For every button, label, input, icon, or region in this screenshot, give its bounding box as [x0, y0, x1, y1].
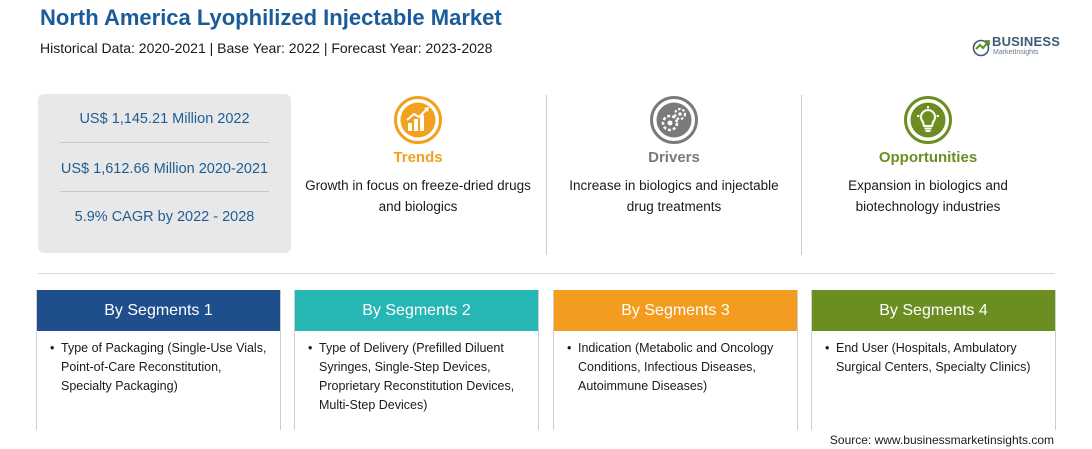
segment-item-text: Type of Packaging (Single-Use Vials, Poi… — [61, 341, 267, 393]
company-logo: BUSINESS MarketInsights — [972, 34, 1062, 62]
lightbulb-icon — [904, 96, 952, 144]
feature-text-drivers: Increase in biologics and injectable dru… — [569, 178, 779, 214]
bullet: • — [567, 341, 572, 355]
segment-header-1: By Segments 1 — [37, 290, 280, 331]
segment-header-4: By Segments 4 — [812, 290, 1055, 331]
segment-card-4: By Segments 4 • End User (Hospitals, Amb… — [811, 290, 1056, 430]
segment-item-text: Type of Delivery (Prefilled Diluent Syri… — [319, 341, 515, 412]
logo-tagline: MarketInsights — [993, 49, 1039, 56]
feature-title-opportunities: Opportunities — [878, 149, 978, 166]
page-title: North America Lyophilized Injectable Mar… — [40, 5, 502, 30]
feature-text-trends: Growth in focus on freeze-dried drugs an… — [305, 178, 531, 214]
segment-card-2: By Segments 2 • Type of Delivery (Prefil… — [294, 290, 539, 430]
segment-list-item: • Indication (Metabolic and Oncology Con… — [567, 339, 791, 396]
feature-title-trends: Trends — [393, 149, 443, 166]
vertical-divider — [801, 95, 802, 255]
segment-header-2: By Segments 2 — [295, 290, 538, 331]
segment-item-text: Indication (Metabolic and Oncology Condi… — [578, 341, 774, 393]
segment-list-item: • End User (Hospitals, Ambulatory Surgic… — [825, 339, 1049, 377]
bullet: • — [308, 341, 313, 355]
source-link[interactable]: Source: www.businessmarketinsights.com — [829, 433, 1054, 447]
feature-drivers: Drivers Increase in biologics and inject… — [559, 95, 789, 217]
feature-trends: Trends Growth in focus on freeze-dried d… — [303, 95, 533, 217]
feature-opportunities: Opportunities Expansion in biologics and… — [813, 95, 1043, 217]
vertical-divider — [546, 95, 547, 255]
segment-card-1: By Segments 1 • Type of Packaging (Singl… — [36, 290, 281, 430]
stat-historical-value: US$ 1,612.66 Million 2020-2021 — [60, 161, 269, 177]
feature-title-drivers: Drivers — [648, 149, 700, 166]
section-divider — [38, 273, 1055, 274]
trend-chart-icon — [394, 96, 442, 144]
segment-header-3: By Segments 3 — [554, 290, 797, 331]
stat-cagr: 5.9% CAGR by 2022 - 2028 — [74, 209, 255, 225]
segment-list-item: • Type of Packaging (Single-Use Vials, P… — [50, 339, 274, 396]
gears-icon — [650, 96, 698, 144]
feature-text-opportunities: Expansion in biologics and biotechnology… — [848, 178, 1008, 214]
logo-wordmark: BUSINESS — [992, 34, 1061, 49]
stat-market-size-2022: US$ 1,145.21 Million 2022 — [79, 111, 250, 127]
segment-item-text: End User (Hospitals, Ambulatory Surgical… — [836, 341, 1031, 374]
logo-globe-icon — [972, 39, 990, 57]
segment-list-item: • Type of Delivery (Prefilled Diluent Sy… — [308, 339, 532, 415]
bullet: • — [825, 341, 830, 355]
segment-card-3: By Segments 3 • Indication (Metabolic an… — [553, 290, 798, 430]
stat-divider — [60, 191, 269, 192]
stat-divider — [60, 142, 269, 143]
bullet: • — [50, 341, 55, 355]
page-subtitle: Historical Data: 2020-2021 | Base Year: … — [40, 40, 493, 56]
market-stats-box: US$ 1,145.21 Million 2022 US$ 1,612.66 M… — [38, 94, 291, 253]
